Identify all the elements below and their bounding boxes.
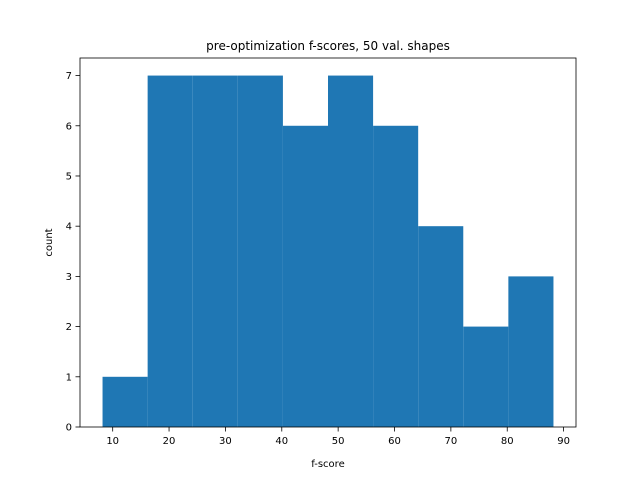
histogram-bar (508, 276, 554, 427)
histogram-bar (102, 376, 148, 427)
y-axis-ticks: 0 1 2 3 4 5 6 7 (66, 71, 80, 434)
x-tick-label: 80 (501, 436, 514, 447)
histogram-bar (192, 75, 238, 428)
histogram-bar (147, 75, 193, 428)
y-tick-label: 6 (66, 121, 72, 132)
y-tick-label: 0 (66, 423, 72, 434)
x-axis-ticks: 10 20 30 40 50 60 70 80 90 (106, 427, 570, 447)
histogram-bar (373, 125, 419, 427)
histogram-bars (102, 75, 554, 428)
histogram-bar (237, 75, 283, 428)
x-axis-label: f-score (311, 459, 344, 470)
x-tick-label: 20 (163, 436, 176, 447)
x-tick-label: 40 (275, 436, 288, 447)
x-tick-label: 90 (557, 436, 570, 447)
x-tick-label: 70 (445, 436, 458, 447)
histogram-bar (418, 226, 464, 427)
y-tick-label: 2 (66, 322, 72, 333)
y-tick-label: 1 (66, 372, 72, 383)
x-tick-label: 10 (106, 436, 119, 447)
y-axis-label: count (44, 228, 55, 256)
y-tick-label: 3 (66, 272, 72, 283)
x-tick-label: 30 (219, 436, 232, 447)
x-tick-label: 50 (332, 436, 345, 447)
histogram-bar (328, 75, 374, 428)
chart-title: pre-optimization f-scores, 50 val. shape… (206, 39, 450, 53)
y-tick-label: 7 (66, 71, 72, 82)
y-tick-label: 5 (66, 171, 72, 182)
histogram-bar (282, 125, 328, 427)
histogram-bar (463, 326, 509, 427)
x-tick-label: 60 (388, 436, 401, 447)
y-tick-label: 4 (66, 222, 72, 233)
plot-frame (79, 57, 577, 428)
